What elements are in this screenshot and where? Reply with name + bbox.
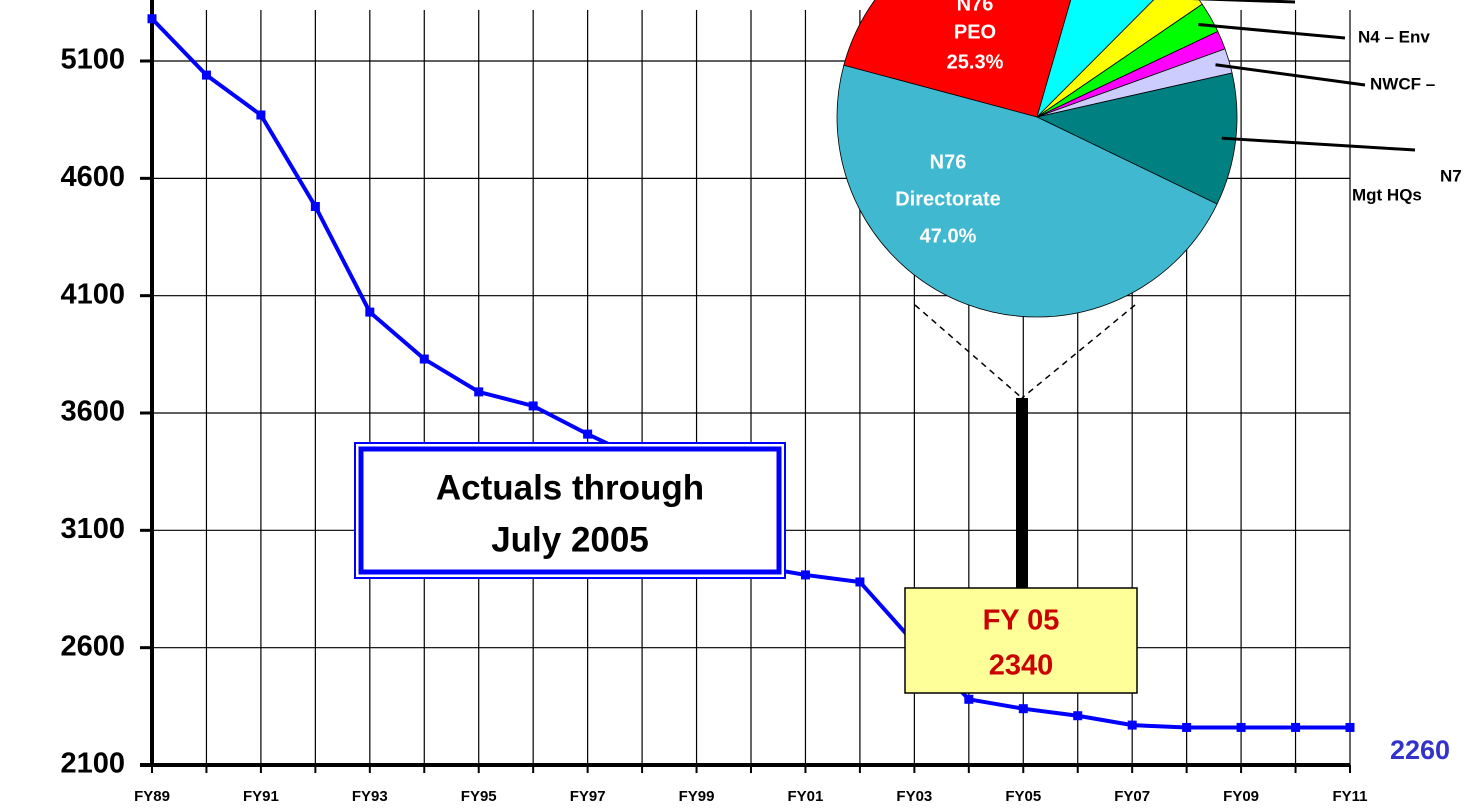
data-point — [964, 694, 974, 704]
y-tick-label: 4600 — [60, 161, 125, 193]
slice-label: Directorate — [895, 188, 1001, 210]
data-label: 2340 — [989, 650, 1054, 682]
data-point — [1236, 722, 1246, 732]
label-title: FY 05 — [983, 605, 1060, 637]
slice-value: 25.3% — [947, 51, 1004, 73]
y-tick-label: 3600 — [60, 396, 125, 428]
annotation-box-inner — [358, 446, 782, 575]
data-point — [1018, 704, 1028, 714]
slice-label: N76 — [930, 151, 967, 173]
data-point — [1291, 722, 1301, 732]
data-point — [528, 401, 538, 411]
callout-label: N4 – Env — [1358, 27, 1430, 46]
x-tick-label: FY91 — [243, 788, 279, 805]
callout-line — [1198, 23, 1346, 40]
x-tick-label: FY99 — [679, 788, 715, 805]
data-point — [256, 110, 266, 120]
data-point — [147, 14, 157, 24]
data-point — [855, 577, 865, 587]
x-tick-label: FY03 — [896, 788, 932, 805]
x-tick-label: FY97 — [570, 788, 606, 805]
slice-label: N76 — [957, 0, 994, 15]
callout-label: NWCF – — [1370, 74, 1435, 93]
grid: 2100 2600 3100 3600 4100 4600 5100 FY89 FY91 FY93… — [60, 0, 1368, 805]
data-label: 2260 — [1390, 735, 1450, 765]
callout-label: Mgt HQs — [1352, 185, 1422, 204]
x-tick-label: FY09 — [1223, 788, 1259, 805]
annotation-box — [354, 442, 786, 579]
callout-line — [1221, 136, 1416, 152]
x-tick-label: FY07 — [1114, 788, 1150, 805]
data-point — [1345, 722, 1355, 732]
data-point — [800, 570, 810, 580]
data-point — [201, 70, 211, 80]
annotation-text: Actuals through — [436, 468, 704, 507]
data-point — [365, 307, 375, 317]
data-point — [1073, 711, 1083, 721]
y-tick-label: 2100 — [60, 748, 125, 780]
x-tick-label: FY11 — [1332, 788, 1367, 805]
x-tick-label: FY01 — [788, 788, 824, 805]
x-tick-label: FY89 — [134, 788, 170, 805]
data-point — [1127, 720, 1137, 730]
data-point — [1182, 722, 1192, 732]
label-box — [904, 587, 1138, 694]
callout-line — [1215, 63, 1366, 87]
slice-label: PEO — [954, 21, 996, 43]
connector-bar — [1016, 398, 1028, 588]
overlay: Actuals through July 2005 FY 05 2340 2260 N76… — [354, 0, 1462, 765]
y-tick-label: 2600 — [60, 630, 125, 662]
data-point — [419, 354, 429, 364]
callout-line — [1190, 0, 1296, 4]
connector — [914, 304, 1023, 399]
x-tick-label: FY95 — [461, 788, 497, 805]
y-tick-label: 4100 — [60, 278, 125, 310]
data-point — [474, 387, 484, 397]
connector — [1021, 304, 1136, 399]
data-point — [310, 202, 320, 212]
callout-label: N7 — [1440, 166, 1462, 185]
data-point — [583, 429, 593, 439]
slice-value: 47.0% — [920, 225, 977, 247]
pie-slice — [836, 64, 1218, 318]
x-tick-label: FY05 — [1005, 788, 1041, 805]
x-tick-label: FY93 — [352, 788, 388, 805]
y-tick-label: 3100 — [60, 513, 125, 545]
annotation-text: July 2005 — [491, 520, 649, 559]
pie-slice — [843, 0, 1072, 118]
y-tick-label: 5100 — [60, 44, 125, 76]
